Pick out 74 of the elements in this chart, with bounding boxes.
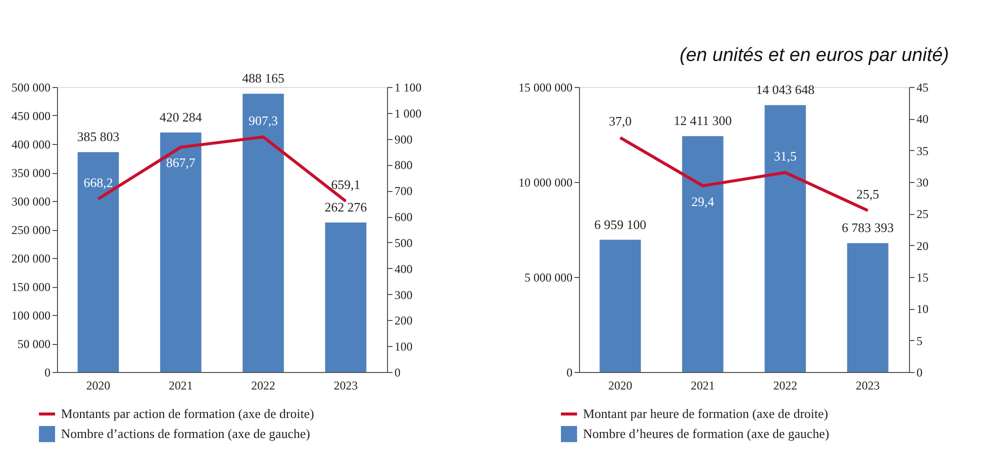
- data-label: 867,7: [166, 155, 196, 170]
- y-tick-label: 450 000: [12, 109, 50, 123]
- y2-tick-label: 15: [916, 270, 928, 284]
- data-label: 659,1: [331, 177, 360, 192]
- data-label: 488 165: [242, 70, 284, 86]
- data-label: 420 284: [160, 109, 202, 124]
- legend-label: Montant par heure de formation (axe de droite): [583, 406, 828, 421]
- y2-tick-label: 500: [394, 236, 412, 250]
- data-label: 37,0: [608, 114, 632, 129]
- data-label: 907,3: [248, 112, 278, 128]
- data-label: 25,5: [856, 186, 880, 202]
- y-tick-label: 350 000: [12, 166, 50, 180]
- bar: [847, 243, 888, 372]
- y2-tick-label: 30: [916, 176, 928, 190]
- y2-tick-label: 40: [916, 112, 928, 126]
- legend-label: Montants par action de formation (axe de droite): [61, 406, 314, 421]
- bar: [325, 222, 366, 372]
- y-tick-label: 0: [44, 366, 50, 380]
- data-label: 6 959 100: [594, 216, 646, 232]
- y-tick-label: 500 000: [12, 80, 50, 94]
- x-tick-label: 2022: [773, 378, 798, 392]
- y2-tick-label: 300: [394, 288, 412, 302]
- y2-tick-label: 200: [394, 314, 412, 328]
- text: (en unités et en euros par unité): [680, 45, 949, 66]
- y-tick-label: 100 000: [12, 308, 50, 322]
- y2-tick-label: 800: [394, 158, 412, 172]
- x-tick-label: 2023: [334, 378, 358, 392]
- y2-tick-label: 400: [394, 262, 412, 276]
- y2-tick-label: 900: [394, 132, 412, 146]
- legend-label: Nombre d’actions de formation (axe de gauche): [61, 426, 310, 441]
- y2-tick-label: 20: [916, 238, 928, 253]
- y2-tick-label: 600: [394, 210, 412, 224]
- data-label: 29,4: [691, 194, 715, 209]
- data-label: 385 803: [77, 129, 120, 144]
- y2-tick-label: 25: [916, 207, 928, 222]
- y2-tick-label: 5: [916, 334, 922, 348]
- y2-tick-label: 10: [916, 302, 928, 316]
- bar: [682, 136, 724, 372]
- x-tick-label: 2020: [86, 378, 110, 392]
- y-tick-label: 300 000: [12, 194, 50, 208]
- bar: [600, 240, 641, 372]
- y-tick-label: 15 000 000: [518, 80, 572, 94]
- bar: [764, 105, 806, 372]
- bar: [78, 152, 119, 372]
- bar: [242, 94, 284, 372]
- y2-tick-label: 0: [394, 366, 400, 380]
- y-tick-label: 150 000: [12, 280, 50, 294]
- x-tick-label: 2020: [608, 378, 632, 392]
- data-label: 6 783 393: [842, 220, 894, 236]
- data-label: 12 411 300: [674, 113, 732, 128]
- y-tick-label: 50 000: [18, 337, 50, 351]
- y2-tick-label: 45: [916, 80, 928, 94]
- y-tick-label: 10 000 000: [518, 176, 572, 190]
- x-tick-label: 2021: [168, 378, 193, 392]
- x-tick-label: 2021: [690, 378, 715, 392]
- y2-tick-label: 1 100: [394, 80, 422, 94]
- y2-tick-label: 700: [394, 184, 412, 198]
- y-tick-label: 200 000: [12, 252, 50, 266]
- legend-label: Nombre d’heures de formation (axe de gauche): [583, 426, 830, 441]
- data-label: 14 043 648: [756, 82, 814, 98]
- y2-tick-label: 35: [916, 144, 928, 158]
- y-tick-label: 400 000: [12, 138, 50, 152]
- data-label: 31,5: [774, 148, 797, 164]
- data-label: 262 276: [324, 200, 368, 215]
- bar: [160, 132, 202, 372]
- y2-tick-label: 1 000: [394, 106, 422, 120]
- y2-tick-label: 0: [916, 366, 922, 380]
- y-tick-label: 5 000 000: [524, 270, 572, 284]
- x-tick-label: 2023: [856, 378, 880, 392]
- y-tick-label: 0: [566, 366, 572, 380]
- y2-tick-label: 100: [394, 340, 412, 354]
- y-tick-label: 250 000: [12, 223, 50, 237]
- data-label: 668,2: [84, 174, 113, 190]
- x-tick-label: 2022: [251, 378, 276, 392]
